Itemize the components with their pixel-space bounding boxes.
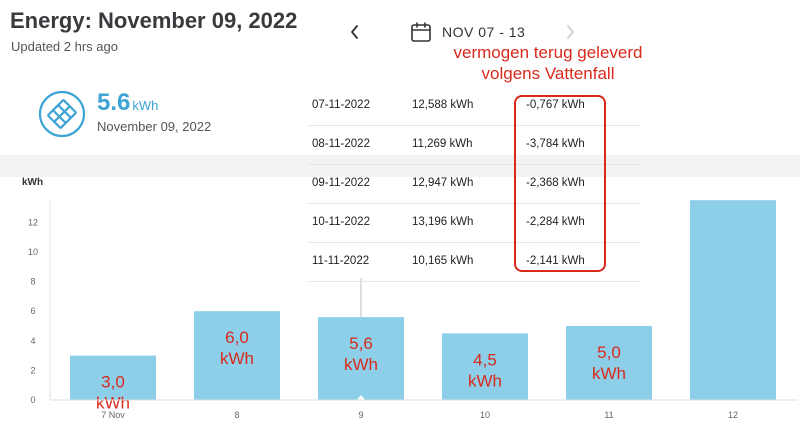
date-range-label: NOV 07 - 13 — [442, 24, 526, 40]
chart-header-band — [0, 155, 800, 177]
bar-4 — [566, 326, 652, 400]
row-returned: -2,141 kWh — [526, 255, 585, 267]
vattenfall-table: 07-11-2022 12,588 kWh -0,767 kWh 08-11-2022… — [308, 87, 640, 282]
row-date: 09-11-2022 — [312, 177, 370, 189]
row-date: 07-11-2022 — [312, 99, 370, 111]
bar-label-value: 4,5 — [473, 350, 497, 369]
updated-status: Updated 2 hrs ago — [11, 39, 118, 54]
table-row: 10-11-2022 13,196 kWh -2,284 kWh — [308, 204, 640, 243]
row-date: 11-11-2022 — [312, 255, 370, 267]
bar-label-unit: kWh — [468, 371, 502, 390]
chevron-right-icon — [567, 25, 574, 39]
prev-week-button[interactable] — [347, 22, 363, 42]
bar-0 — [70, 355, 156, 400]
row-date: 08-11-2022 — [312, 138, 370, 150]
solar-panel-badge — [38, 90, 86, 138]
daily-total: 5.6 kWh — [97, 89, 158, 117]
solar-panel-icon — [38, 90, 86, 138]
bar-label-unit: kWh — [344, 355, 378, 374]
y-tick-label: 2 — [30, 365, 35, 375]
row-consumed: 12,947 kWh — [412, 177, 474, 189]
row-consumed: 13,196 kWh — [412, 216, 474, 228]
y-tick-label: 12 — [28, 217, 38, 227]
bar-label-unit: kWh — [592, 364, 626, 383]
x-tick-label: 8 — [234, 410, 239, 420]
row-consumed: 10,165 kWh — [412, 255, 474, 267]
next-week-button[interactable] — [562, 22, 578, 42]
row-returned: -2,284 kWh — [526, 216, 585, 228]
chevron-left-icon — [351, 25, 358, 39]
bar-label-value: 6,0 — [225, 328, 249, 347]
bar-label-value: 5,6 — [349, 334, 373, 353]
energy-bar-chart: kWh 0 2 4 6 8 10 12 7 Nov 3,0 kWh 8 6,0 kWh 9 5,6 kWh 10 4… — [22, 177, 798, 420]
bar-2 — [318, 317, 404, 400]
x-tick-label: 7 Nov — [101, 410, 125, 420]
row-returned: -0,767 kWh — [526, 99, 585, 111]
bar-1 — [194, 311, 280, 400]
table-row: 09-11-2022 12,947 kWh -2,368 kWh — [308, 165, 640, 204]
row-consumed: 12,588 kWh — [412, 99, 474, 111]
table-row: 11-11-2022 10,165 kWh -2,141 kWh — [308, 243, 640, 282]
y-tick-label: 6 — [30, 306, 35, 316]
row-returned: -3,784 kWh — [526, 138, 585, 150]
row-consumed: 11,269 kWh — [412, 138, 473, 150]
highlight-box — [514, 95, 606, 272]
daily-total-unit: kWh — [132, 98, 159, 113]
calendar-icon — [411, 22, 431, 42]
y-tick-label: 0 — [30, 395, 35, 405]
bar-label-value: 3,0 — [101, 373, 125, 392]
x-tick-label: 12 — [728, 410, 738, 420]
bar-label-unit: kWh — [220, 349, 254, 368]
date-picker-button[interactable] — [410, 21, 432, 43]
bar-5 — [690, 200, 776, 400]
bar-label-unit: kWh — [96, 394, 130, 413]
daily-total-date: November 09, 2022 — [97, 119, 212, 134]
row-date: 10-11-2022 — [312, 216, 370, 228]
y-tick-label: 4 — [30, 336, 35, 346]
bar-label-value: 5,0 — [597, 343, 621, 362]
annotation-line-1: vermogen terug geleverd — [453, 43, 643, 62]
y-tick-label: 8 — [30, 277, 35, 287]
row-returned: -2,368 kWh — [526, 177, 585, 189]
x-tick-label: 9 — [358, 410, 363, 420]
table-row: 07-11-2022 12,588 kWh -0,767 kWh — [308, 87, 640, 126]
annotation-line-2: volgens Vattenfall — [481, 64, 615, 83]
y-axis-label: kWh — [22, 177, 43, 188]
page-title: Energy: November 09, 2022 — [10, 8, 298, 33]
y-tick-label: 10 — [28, 247, 38, 257]
annotation-note: vermogen terug geleverd volgens Vattenfa… — [418, 42, 678, 84]
bar-3 — [442, 333, 528, 400]
x-tick-label: 10 — [480, 410, 490, 420]
x-tick-label: 11 — [604, 410, 613, 420]
daily-total-value: 5.6 — [97, 89, 131, 116]
table-row: 08-11-2022 11,269 kWh -3,784 kWh — [308, 126, 640, 165]
